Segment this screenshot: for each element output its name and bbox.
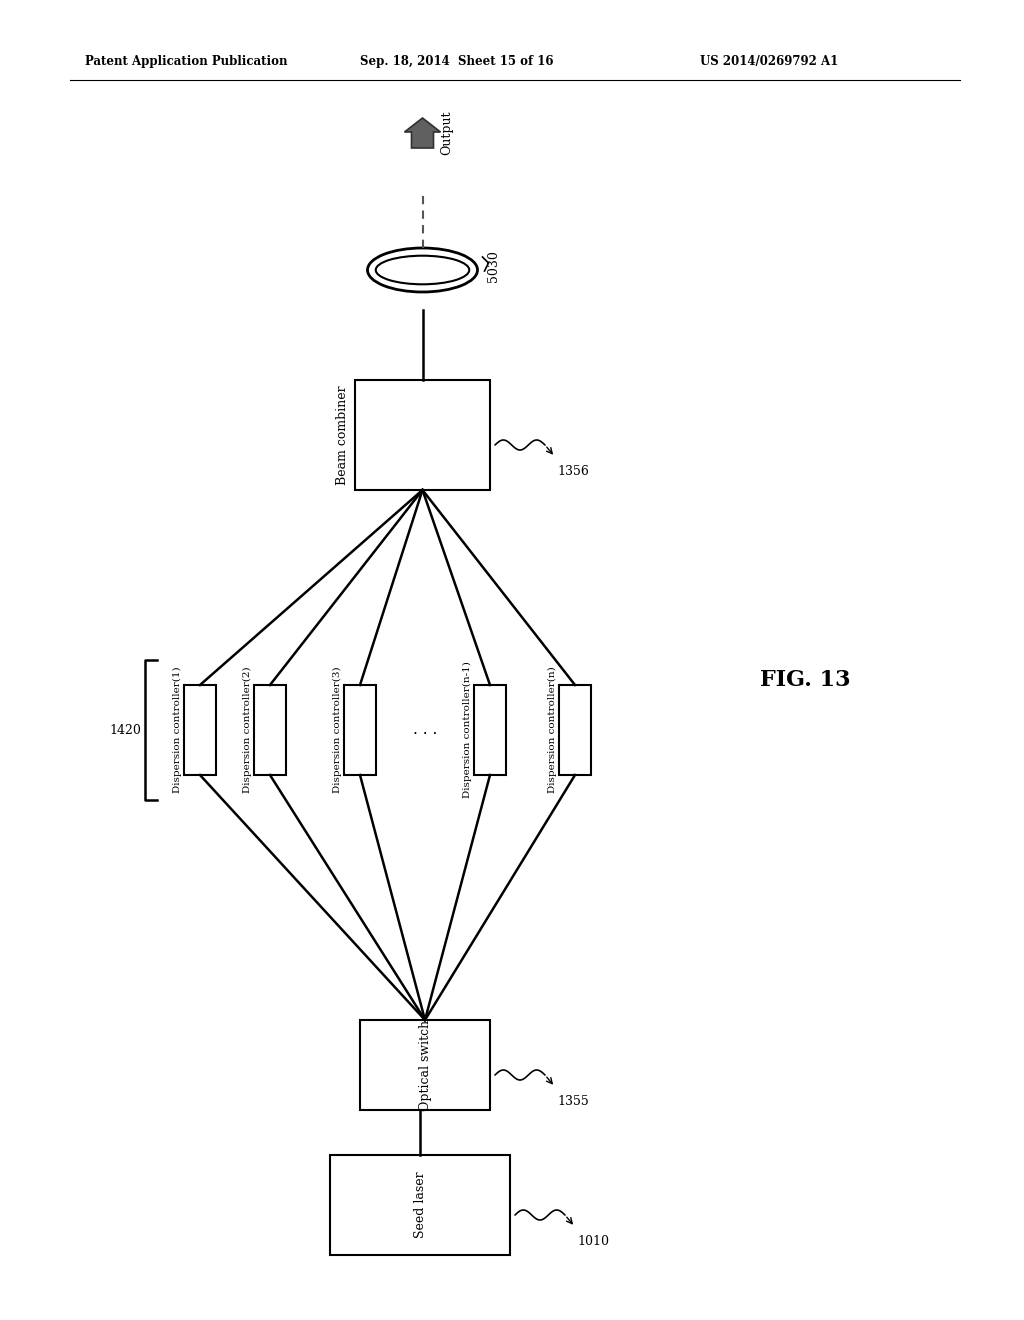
Bar bbox=[330, 1155, 510, 1255]
Text: 1355: 1355 bbox=[557, 1096, 589, 1107]
Text: Output: Output bbox=[440, 111, 454, 156]
Bar bbox=[559, 685, 591, 775]
Text: 1356: 1356 bbox=[557, 465, 589, 478]
Text: 5030: 5030 bbox=[487, 249, 501, 282]
Text: Dispersion controller(3): Dispersion controller(3) bbox=[333, 667, 342, 793]
Text: US 2014/0269792 A1: US 2014/0269792 A1 bbox=[700, 55, 839, 69]
Text: Dispersion controller(n): Dispersion controller(n) bbox=[548, 667, 557, 793]
Text: 1010: 1010 bbox=[577, 1236, 609, 1247]
Polygon shape bbox=[404, 117, 440, 148]
Bar bbox=[355, 380, 490, 490]
Text: Optical switch: Optical switch bbox=[419, 1019, 431, 1110]
Text: 1420: 1420 bbox=[110, 723, 141, 737]
Bar bbox=[474, 685, 506, 775]
Bar bbox=[254, 685, 286, 775]
Text: Dispersion controller(1): Dispersion controller(1) bbox=[173, 667, 182, 793]
Bar bbox=[184, 685, 216, 775]
Text: FIG. 13: FIG. 13 bbox=[760, 669, 851, 690]
Text: Dispersion controller(2): Dispersion controller(2) bbox=[243, 667, 252, 793]
Text: Seed laser: Seed laser bbox=[414, 1172, 427, 1238]
Bar bbox=[360, 1020, 490, 1110]
Text: Dispersion controller(n-1): Dispersion controller(n-1) bbox=[463, 661, 472, 799]
Text: Patent Application Publication: Patent Application Publication bbox=[85, 55, 288, 69]
Text: Sep. 18, 2014  Sheet 15 of 16: Sep. 18, 2014 Sheet 15 of 16 bbox=[360, 55, 554, 69]
Text: . . .: . . . bbox=[413, 722, 437, 738]
Text: Beam combiner: Beam combiner bbox=[336, 385, 349, 484]
Bar bbox=[344, 685, 376, 775]
